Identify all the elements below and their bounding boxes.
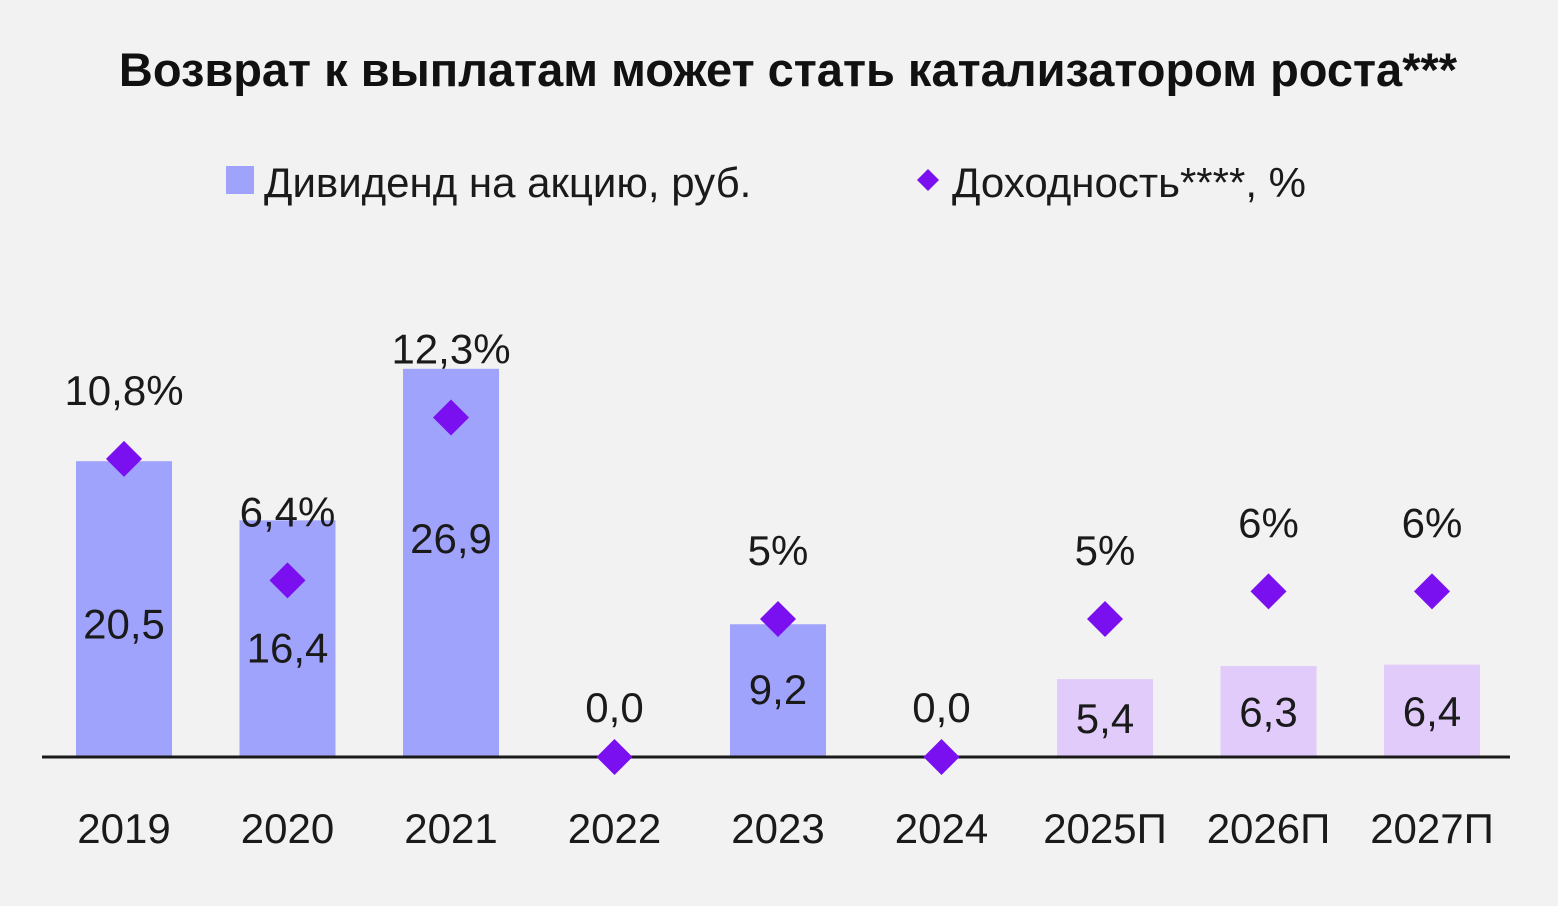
bar-value-label: 20,5 [83,601,165,648]
x-tick-label: 2025П [1043,805,1167,852]
bar-2026П [1220,666,1317,757]
bar-2025П [1057,679,1153,757]
x-tick-label: 2026П [1207,805,1331,852]
bar-2020 [239,520,336,757]
bars-layer [76,368,1480,757]
chart-title: Возврат к выплатам может стать катализат… [119,43,1458,96]
bar-value-label: 0,0 [912,684,970,731]
bar-value-label: 6,3 [1239,689,1297,736]
legend-bar-swatch [226,166,254,194]
yield-value-label: 12,3% [391,326,510,373]
x-tick-label: 2021 [404,805,497,852]
bar-2027П [1384,664,1480,757]
yield-value-label: 5% [1075,527,1136,574]
yield-value-label: 5% [748,527,809,574]
yield-marker [433,399,469,436]
yield-marker [1250,573,1287,610]
x-tick-label: 2019 [77,805,170,852]
bar-value-label: 6,4 [1403,688,1461,735]
legend-label-yield: Доходность****, % [952,159,1306,206]
yield-marker [760,601,796,637]
bar-value-label: 26,9 [410,515,492,562]
bar-value-label: 0,0 [585,684,643,731]
labels-layer: 20,5 10,8% 2019 16,4 6,4% 2020 26,9 12,3% 2021 0,… [64,326,1493,852]
legend-label-dividend: Дивиденд на акцию, руб. [264,159,751,206]
legend-diamond-icon [917,169,939,191]
yield-marker [1087,601,1123,637]
bar-value-label: 5,4 [1076,695,1134,742]
yield-value-label: 6% [1402,499,1463,546]
yield-value-label: 6% [1238,499,1299,546]
x-tick-label: 2027П [1370,805,1494,852]
markers-layer [106,399,1450,775]
yield-value-label: 6,4% [240,488,336,535]
yield-value-label: 10,8% [64,367,183,414]
bar-2023 [730,624,826,757]
x-tick-label: 2022 [568,805,661,852]
yield-marker [596,739,633,775]
bar-value-label: 9,2 [749,666,807,713]
bar-2019 [76,461,172,757]
yield-marker [106,440,142,477]
yield-marker [923,739,960,775]
x-tick-label: 2020 [241,805,334,852]
x-tick-label: 2023 [731,805,824,852]
yield-marker [269,562,306,599]
legend: Дивиденд на акцию, руб. Доходность****, … [226,159,1306,206]
x-tick-label: 2024 [895,805,988,852]
yield-marker [1414,573,1450,610]
bar-value-label: 16,4 [247,624,329,671]
